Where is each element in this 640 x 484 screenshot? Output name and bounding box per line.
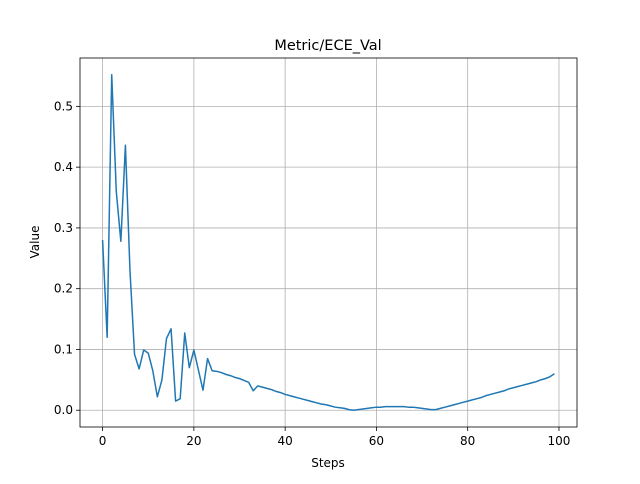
y-tick-label: 0.2 — [54, 282, 73, 296]
x-tick-label: 100 — [548, 434, 571, 448]
y-tick-label: 0.1 — [54, 342, 73, 356]
y-tick-label: 0.3 — [54, 221, 73, 235]
x-tick-label: 60 — [369, 434, 384, 448]
x-tick-label: 80 — [460, 434, 475, 448]
y-tick-label: 0.5 — [54, 99, 73, 113]
x-tick-label: 20 — [186, 434, 201, 448]
data-line — [101, 74, 555, 411]
x-axis-label: Steps — [311, 456, 345, 470]
chart-title: Metric/ECE_Val — [274, 38, 381, 54]
y-tick-label: 0.0 — [54, 403, 73, 417]
y-axis-label: Value — [28, 226, 42, 259]
y-tick-label: 0.4 — [54, 160, 73, 174]
x-tick-label: 40 — [278, 434, 293, 448]
plot-frame — [79, 57, 578, 428]
x-tick-label: 0 — [99, 434, 107, 448]
